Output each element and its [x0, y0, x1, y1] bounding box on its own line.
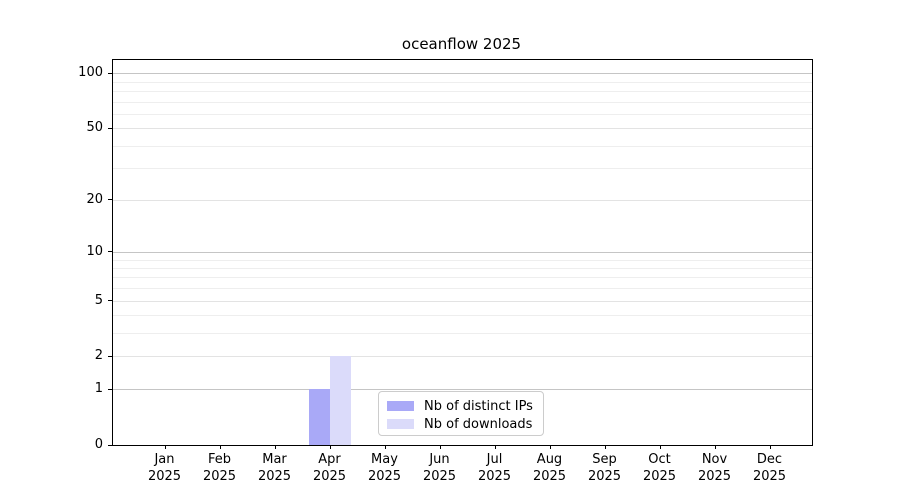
x-tick	[659, 445, 661, 449]
x-tick-label-year: 2025	[477, 469, 512, 484]
y-tick	[108, 251, 112, 253]
y-gridline-minor	[113, 315, 812, 317]
x-tick-label: Mar 2025	[240, 451, 310, 485]
x-tick-label-year: 2025	[312, 469, 347, 484]
x-tick-label: Jan 2025	[130, 451, 200, 485]
x-tick-label-year: 2025	[147, 469, 182, 484]
y-tick-label: 20	[86, 191, 103, 207]
y-tick-label: 100	[78, 65, 103, 81]
y-gridline-minor	[113, 168, 812, 170]
x-tick	[769, 445, 771, 449]
legend: Nb of distinct IPs Nb of downloads	[378, 391, 544, 436]
x-tick-label-year: 2025	[752, 469, 787, 484]
x-tick-label: May 2025	[350, 451, 420, 485]
x-tick-label-month: Jan	[154, 452, 175, 467]
x-tick-label-year: 2025	[532, 469, 567, 484]
x-tick-label-year: 2025	[367, 469, 402, 484]
legend-entry: Nb of distinct IPs	[387, 397, 535, 415]
y-gridline-minor	[113, 113, 812, 115]
x-tick	[494, 445, 496, 449]
y-gridline-minor	[113, 101, 812, 103]
bar-downloads	[329, 356, 351, 445]
y-tick-label: 1	[94, 381, 103, 397]
x-tick-label-year: 2025	[202, 469, 237, 484]
x-tick	[274, 445, 276, 449]
x-tick	[549, 445, 551, 449]
x-tick-label-month: Nov	[701, 452, 728, 467]
x-tick-label: Feb 2025	[185, 451, 255, 485]
x-tick-label-month: Mar	[262, 452, 287, 467]
y-gridline-minor	[113, 288, 812, 290]
x-tick	[219, 445, 221, 449]
y-gridline-minor	[113, 333, 812, 335]
x-tick-label-month: Dec	[756, 452, 783, 467]
x-tick	[164, 445, 166, 449]
x-tick-label-month: Sep	[592, 452, 617, 467]
legend-label: Nb of distinct IPs	[424, 398, 533, 414]
x-tick	[439, 445, 441, 449]
x-tick-label-month: May	[371, 452, 398, 467]
x-tick-label: Jul 2025	[460, 451, 530, 485]
y-tick-label: 5	[94, 292, 103, 308]
legend-entry: Nb of downloads	[387, 415, 535, 433]
y-gridline-minor	[113, 259, 812, 261]
plot-area: 0 1 2 5 10 20 50 100 Jan 2025 Feb 2025 Mar 2025 Apr 202…	[78, 59, 813, 484]
legend-label: Nb of downloads	[424, 416, 533, 432]
x-tick-label-month: Feb	[207, 452, 232, 467]
x-tick-label-year: 2025	[422, 469, 457, 484]
x-tick-label-year: 2025	[697, 469, 732, 484]
y-gridline-major	[113, 73, 812, 75]
y-tick-label: 10	[86, 243, 103, 259]
x-tick-label-year: 2025	[642, 469, 677, 484]
y-gridline-minor	[113, 90, 812, 92]
x-tick-label: Nov 2025	[680, 451, 750, 485]
x-tick	[384, 445, 386, 449]
y-tick-label: 50	[86, 120, 103, 136]
legend-swatch	[387, 419, 414, 429]
y-tick	[108, 355, 112, 357]
y-gridline	[113, 199, 812, 201]
x-tick-label: Jun 2025	[405, 451, 475, 485]
x-tick-label-month: Oct	[648, 452, 671, 467]
x-tick-label-year: 2025	[587, 469, 622, 484]
y-tick	[108, 72, 112, 74]
y-tick	[108, 388, 112, 390]
x-tick	[604, 445, 606, 449]
x-tick	[329, 445, 331, 449]
x-tick-label: Dec 2025	[735, 451, 805, 485]
y-tick-label: 2	[94, 348, 103, 364]
y-gridline-major	[113, 389, 812, 391]
y-gridline-minor	[113, 267, 812, 269]
y-tick	[108, 199, 112, 201]
y-tick-label: 0	[94, 437, 103, 452]
x-tick-label: Oct 2025	[625, 451, 695, 485]
x-tick-label: Apr 2025	[295, 451, 365, 485]
x-tick-label-month: Apr	[318, 452, 341, 467]
x-tick-label-month: Jun	[429, 452, 450, 467]
y-gridline	[113, 356, 812, 358]
y-gridline-minor	[113, 277, 812, 279]
x-tick-label: Sep 2025	[570, 451, 640, 485]
y-gridline	[113, 300, 812, 302]
y-gridline-minor	[113, 145, 812, 147]
x-tick	[714, 445, 716, 449]
y-tick	[108, 444, 112, 446]
y-gridline	[113, 128, 812, 130]
bar-distinct-ips	[308, 389, 330, 445]
y-gridline-minor	[113, 81, 812, 83]
x-tick-label-month: Aug	[536, 452, 563, 467]
y-gridline-major	[113, 251, 812, 253]
x-tick-label-month: Jul	[486, 452, 503, 467]
y-tick	[108, 127, 112, 129]
legend-swatch	[387, 401, 414, 411]
x-tick-label: Aug 2025	[515, 451, 585, 485]
y-tick	[108, 300, 112, 302]
chart-title: oceanflow 2025	[401, 35, 522, 53]
x-tick-label-year: 2025	[257, 469, 292, 484]
